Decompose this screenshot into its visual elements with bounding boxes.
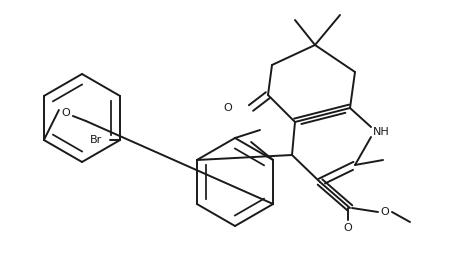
- Text: NH: NH: [373, 127, 390, 137]
- Text: O: O: [223, 103, 232, 113]
- Text: Br: Br: [90, 135, 102, 145]
- Text: O: O: [343, 223, 352, 233]
- Text: O: O: [61, 108, 70, 118]
- Text: O: O: [381, 207, 390, 217]
